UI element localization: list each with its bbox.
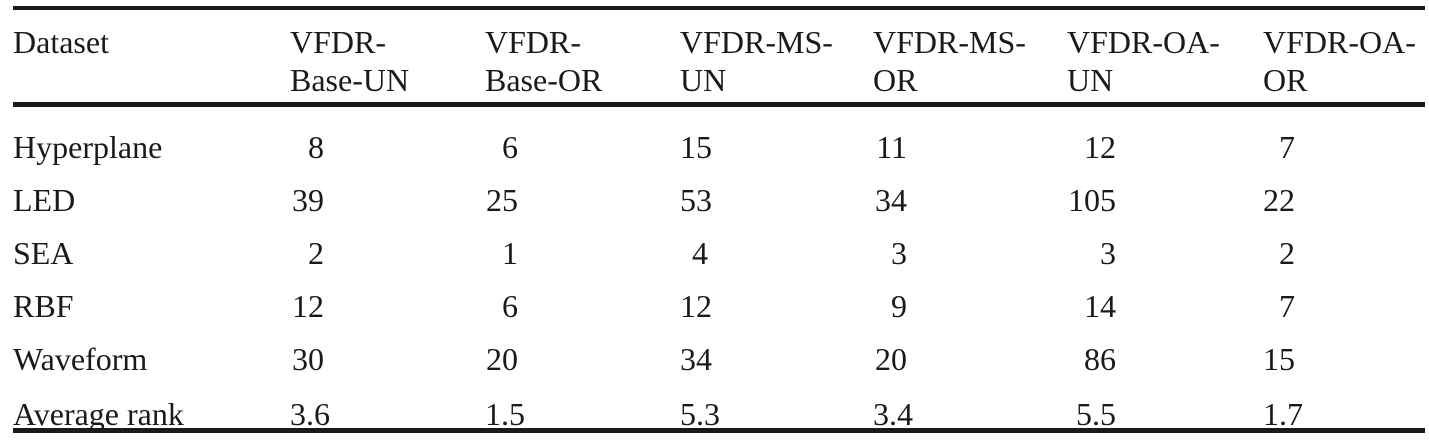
header-vfdr-base-un: VFDR- Base-UN <box>290 24 410 98</box>
row-label: LED <box>13 181 76 218</box>
header-vfdr-ms-or: VFDR-MS- OR <box>873 24 1026 98</box>
value-cell: 20 <box>486 340 518 377</box>
value-cell: 1 <box>502 234 518 271</box>
value-cell: 14 <box>1084 287 1116 324</box>
value-cell: 1.7 <box>1263 395 1303 432</box>
value-cell: 34 <box>680 340 712 377</box>
table-row-hyperplane: Hyperplane 8 6 15 11 12 7 <box>13 104 1425 165</box>
value-cell: 30 <box>292 340 324 377</box>
value-cell: 25 <box>486 181 518 218</box>
row-label: SEA <box>13 234 74 271</box>
value-cell: 53 <box>680 181 712 218</box>
row-label: RBF <box>13 287 74 324</box>
value-cell: 5.3 <box>680 395 720 432</box>
value-cell: 7 <box>1279 287 1295 324</box>
row-label: Hyperplane <box>13 128 163 165</box>
value-cell: 12 <box>1084 128 1116 165</box>
table-row-rbf: RBF 12 6 12 9 14 7 <box>13 266 1425 324</box>
value-cell: 4 <box>692 234 708 271</box>
row-label: Waveform <box>13 340 148 377</box>
value-cell: 6 <box>502 287 518 324</box>
header-dataset: Dataset <box>13 24 109 60</box>
value-cell: 39 <box>292 181 324 218</box>
value-cell: 1.5 <box>485 395 525 432</box>
value-cell: 8 <box>308 128 324 165</box>
value-cell: 34 <box>875 181 907 218</box>
value-cell: 9 <box>891 287 907 324</box>
value-cell: 86 <box>1084 340 1116 377</box>
value-cell: 2 <box>1279 234 1295 271</box>
value-cell: 15 <box>680 128 712 165</box>
header-vfdr-oa-or: VFDR-OA- OR <box>1263 24 1416 98</box>
table-row-led: LED 39 25 53 34 105 22 <box>13 160 1425 218</box>
row-label: Average rank <box>13 395 184 432</box>
header-vfdr-base-or: VFDR- Base-OR <box>485 24 603 98</box>
value-cell: 105 <box>1068 181 1116 218</box>
value-cell: 12 <box>292 287 324 324</box>
value-cell: 11 <box>876 128 907 165</box>
table-row-sea: SEA 2 1 4 3 3 2 <box>13 213 1425 271</box>
value-cell: 2 <box>308 234 324 271</box>
value-cell: 5.5 <box>1076 395 1116 432</box>
value-cell: 7 <box>1279 128 1295 165</box>
value-cell: 6 <box>502 128 518 165</box>
value-cell: 20 <box>875 340 907 377</box>
header-vfdr-ms-un: VFDR-MS- UN <box>680 24 833 98</box>
results-table: Dataset VFDR- Base-UN VFDR- Base-OR VFDR… <box>13 6 1425 433</box>
value-cell: 3 <box>891 234 907 271</box>
value-cell: 3.6 <box>290 395 330 432</box>
value-cell: 3 <box>1100 234 1116 271</box>
value-cell: 3.4 <box>873 395 913 432</box>
header-row: Dataset VFDR- Base-UN VFDR- Base-OR VFDR… <box>13 8 1425 104</box>
value-cell: 22 <box>1263 181 1295 218</box>
value-cell: 15 <box>1263 340 1295 377</box>
table-row-waveform: Waveform 30 20 34 20 86 15 <box>13 319 1425 377</box>
header-vfdr-oa-un: VFDR-OA- UN <box>1067 24 1220 98</box>
table-row-average-rank: Average rank 3.6 1.5 5.3 3.4 5.5 1.7 <box>13 372 1425 432</box>
value-cell: 12 <box>680 287 712 324</box>
